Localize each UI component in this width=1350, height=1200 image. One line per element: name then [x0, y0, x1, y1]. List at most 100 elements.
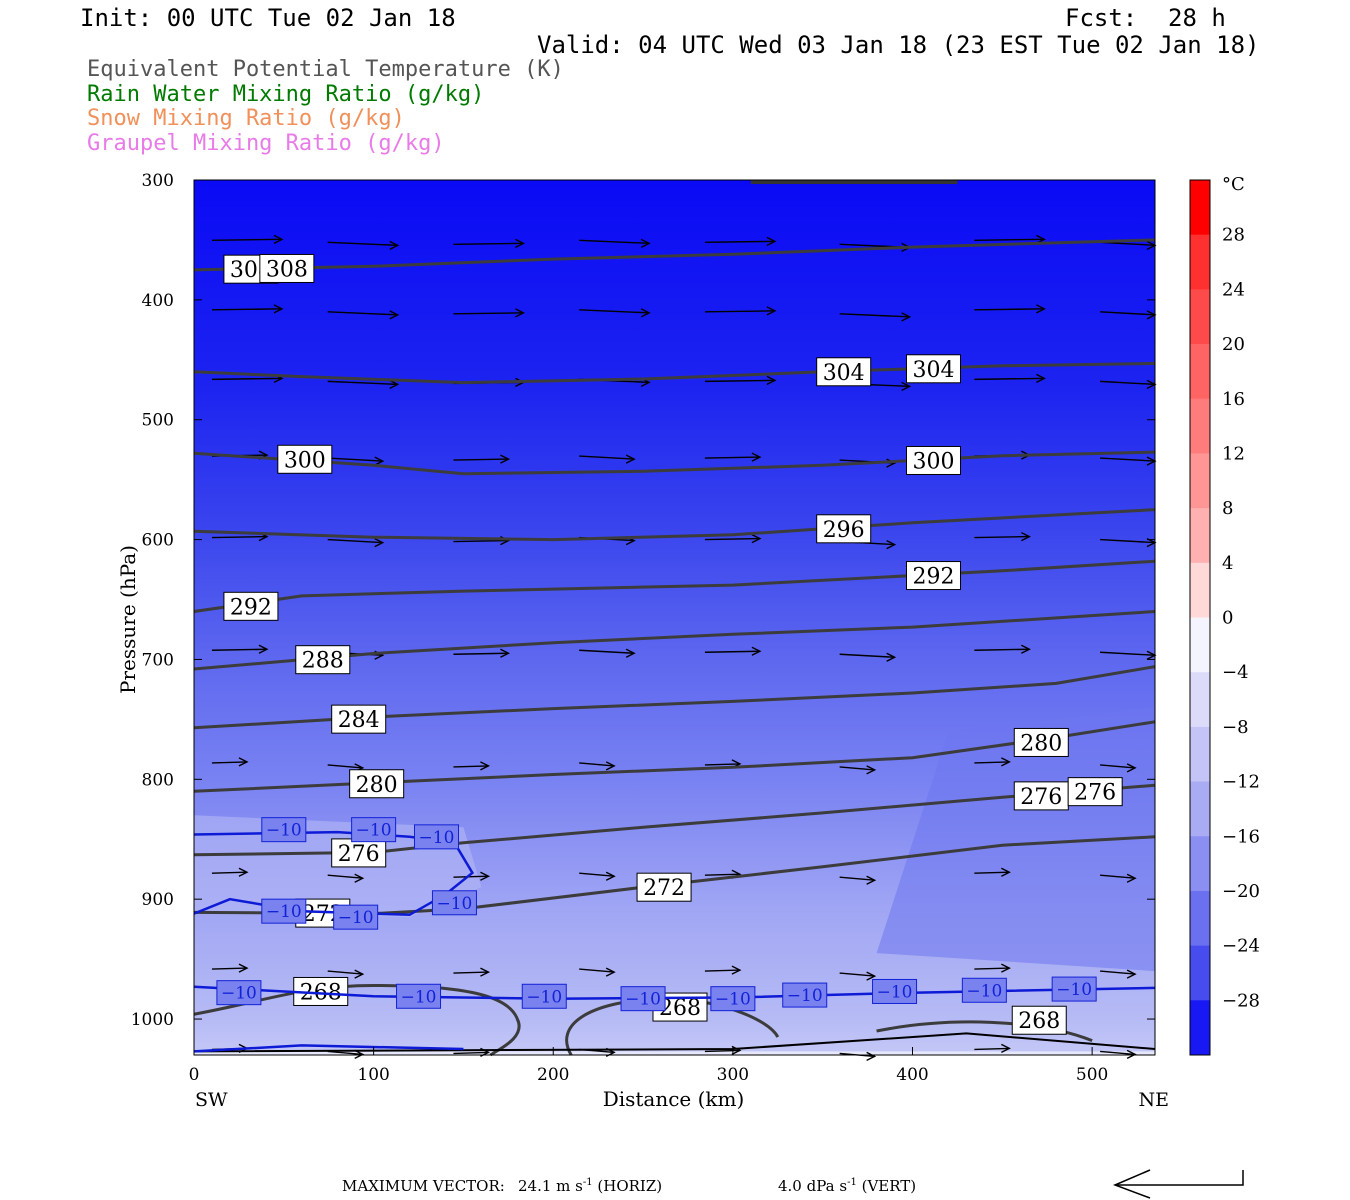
wind-arrowhead	[1036, 304, 1046, 314]
theta-e-label: 280	[1020, 731, 1062, 756]
theta-e-label-box	[1067, 777, 1123, 807]
theta-e-label-box	[1013, 727, 1069, 757]
wind-arrowhead	[886, 652, 897, 662]
theta-e-label-box	[349, 769, 405, 799]
wind-arrow	[327, 457, 383, 462]
wind-arrowhead	[605, 967, 616, 977]
wind-arrow	[453, 312, 524, 315]
theta-e-label: 300	[913, 449, 955, 474]
wind-arrow	[704, 537, 760, 541]
wind-arrowhead	[273, 304, 284, 314]
temperature-label: −10	[401, 987, 437, 1007]
x-tick-label: 300	[717, 1065, 749, 1085]
theta-e-label: 288	[302, 649, 344, 674]
wind-arrowhead	[1021, 531, 1031, 542]
wind-arrowhead	[480, 761, 491, 771]
wind-arrowhead	[1126, 969, 1137, 979]
temperature-label: −10	[625, 990, 661, 1010]
wind-arrowhead	[1126, 873, 1137, 883]
wind-arrowhead	[640, 238, 651, 248]
wind-arrowhead	[1001, 757, 1011, 767]
y-axis-label: Pressure (hPa)	[116, 545, 140, 694]
wind-arrow	[327, 380, 398, 386]
colorbar-band	[1190, 1000, 1210, 1056]
temperature-label: −10	[266, 821, 302, 841]
wind-arrow	[327, 311, 398, 316]
colorbar-band	[1190, 180, 1210, 236]
theta-e-label: 284	[338, 708, 380, 733]
wind-arrow	[579, 968, 615, 973]
temperature-label-box	[961, 977, 1007, 1003]
theta-e-label: 292	[913, 565, 955, 590]
colorbar-label: 28	[1222, 225, 1245, 246]
temperature-label-box	[261, 817, 307, 843]
wind-arrowhead	[731, 1045, 742, 1056]
wind-arrow	[974, 308, 1045, 311]
theta-e-label-box	[223, 591, 279, 621]
wind-arrowhead	[1001, 1043, 1011, 1054]
theta-e-label-box	[816, 357, 872, 387]
wind-arrow	[327, 874, 363, 879]
wind-arrow	[579, 762, 615, 767]
theta-e-label: 276	[1074, 781, 1116, 806]
max-vector-vert: 4.0 dPa s-1 (VERT)	[778, 1177, 917, 1195]
wind-arrow	[453, 242, 524, 246]
wind-arrow	[453, 652, 509, 655]
colorbar-band	[1190, 453, 1210, 509]
colorbar-band	[1190, 836, 1210, 892]
theta-e-label: 308	[266, 257, 308, 282]
colorbar-band	[1190, 672, 1210, 728]
wind-arrowhead	[866, 765, 877, 775]
temperature-label: −10	[338, 908, 374, 928]
wind-arrow	[453, 539, 509, 543]
wind-arrowhead	[886, 539, 897, 550]
wind-arrowhead	[625, 648, 636, 658]
temperature-label-box	[521, 983, 567, 1009]
colorbar-band	[1190, 344, 1210, 400]
temperature-label: −10	[787, 986, 823, 1006]
wind-arrow	[579, 455, 635, 460]
wind-arrow	[1100, 457, 1156, 462]
wind-arrowhead	[238, 757, 249, 767]
theta-e-label: 304	[913, 358, 955, 383]
theta-e-label-box	[1013, 781, 1069, 811]
theta-e-label-box	[277, 444, 333, 474]
temperature-label-box	[413, 824, 459, 850]
wind-arrow	[453, 1051, 489, 1055]
wind-arrowhead	[515, 308, 526, 318]
theta-e-label: 268	[1018, 1009, 1060, 1034]
temperature-label-box	[1051, 976, 1097, 1002]
wind-arrow	[839, 972, 875, 977]
wind-arrow	[974, 238, 1045, 242]
wind-arrow	[1100, 380, 1156, 386]
wind-arrow	[1100, 311, 1156, 316]
wind-arrow	[211, 535, 267, 539]
wind-arrow	[453, 458, 509, 461]
reference-vector	[1115, 1170, 1244, 1186]
max-vector-horiz: 24.1 m s-1 (HORIZ)	[518, 1177, 663, 1195]
forecast-label: Fcst:	[1065, 4, 1138, 32]
wind-arrowhead	[731, 965, 742, 975]
wind-arrow	[453, 765, 489, 768]
wind-arrow	[579, 239, 650, 245]
max-vector-label: MAXIMUM VECTOR:	[342, 1177, 505, 1195]
valid-time: Valid: 04 UTC Wed 03 Jan 18 (23 EST Tue …	[537, 31, 1260, 59]
theta-e-contour	[193, 508, 1156, 542]
y-tick-label: 300	[142, 171, 174, 191]
wind-arrow	[974, 967, 1010, 970]
theta-e-label-box	[331, 838, 387, 868]
wind-arrowhead	[901, 312, 912, 322]
wind-arrow	[839, 653, 895, 658]
y-tick-label: 800	[142, 770, 174, 790]
wind-arrow	[211, 871, 247, 874]
wind-arrow	[704, 310, 775, 313]
y-tick-label: 400	[142, 291, 174, 311]
wind-arrowhead	[354, 1049, 365, 1060]
colorbar-frame	[1189, 179, 1211, 1056]
wind-arrowhead	[1126, 1049, 1137, 1060]
wind-arrow	[974, 1047, 1010, 1051]
wind-arrow	[579, 649, 635, 654]
legend-theta-e: Equivalent Potential Temperature (K)	[87, 57, 564, 82]
theta-e-label-box	[906, 354, 962, 384]
wind-arrowhead	[1021, 644, 1031, 654]
